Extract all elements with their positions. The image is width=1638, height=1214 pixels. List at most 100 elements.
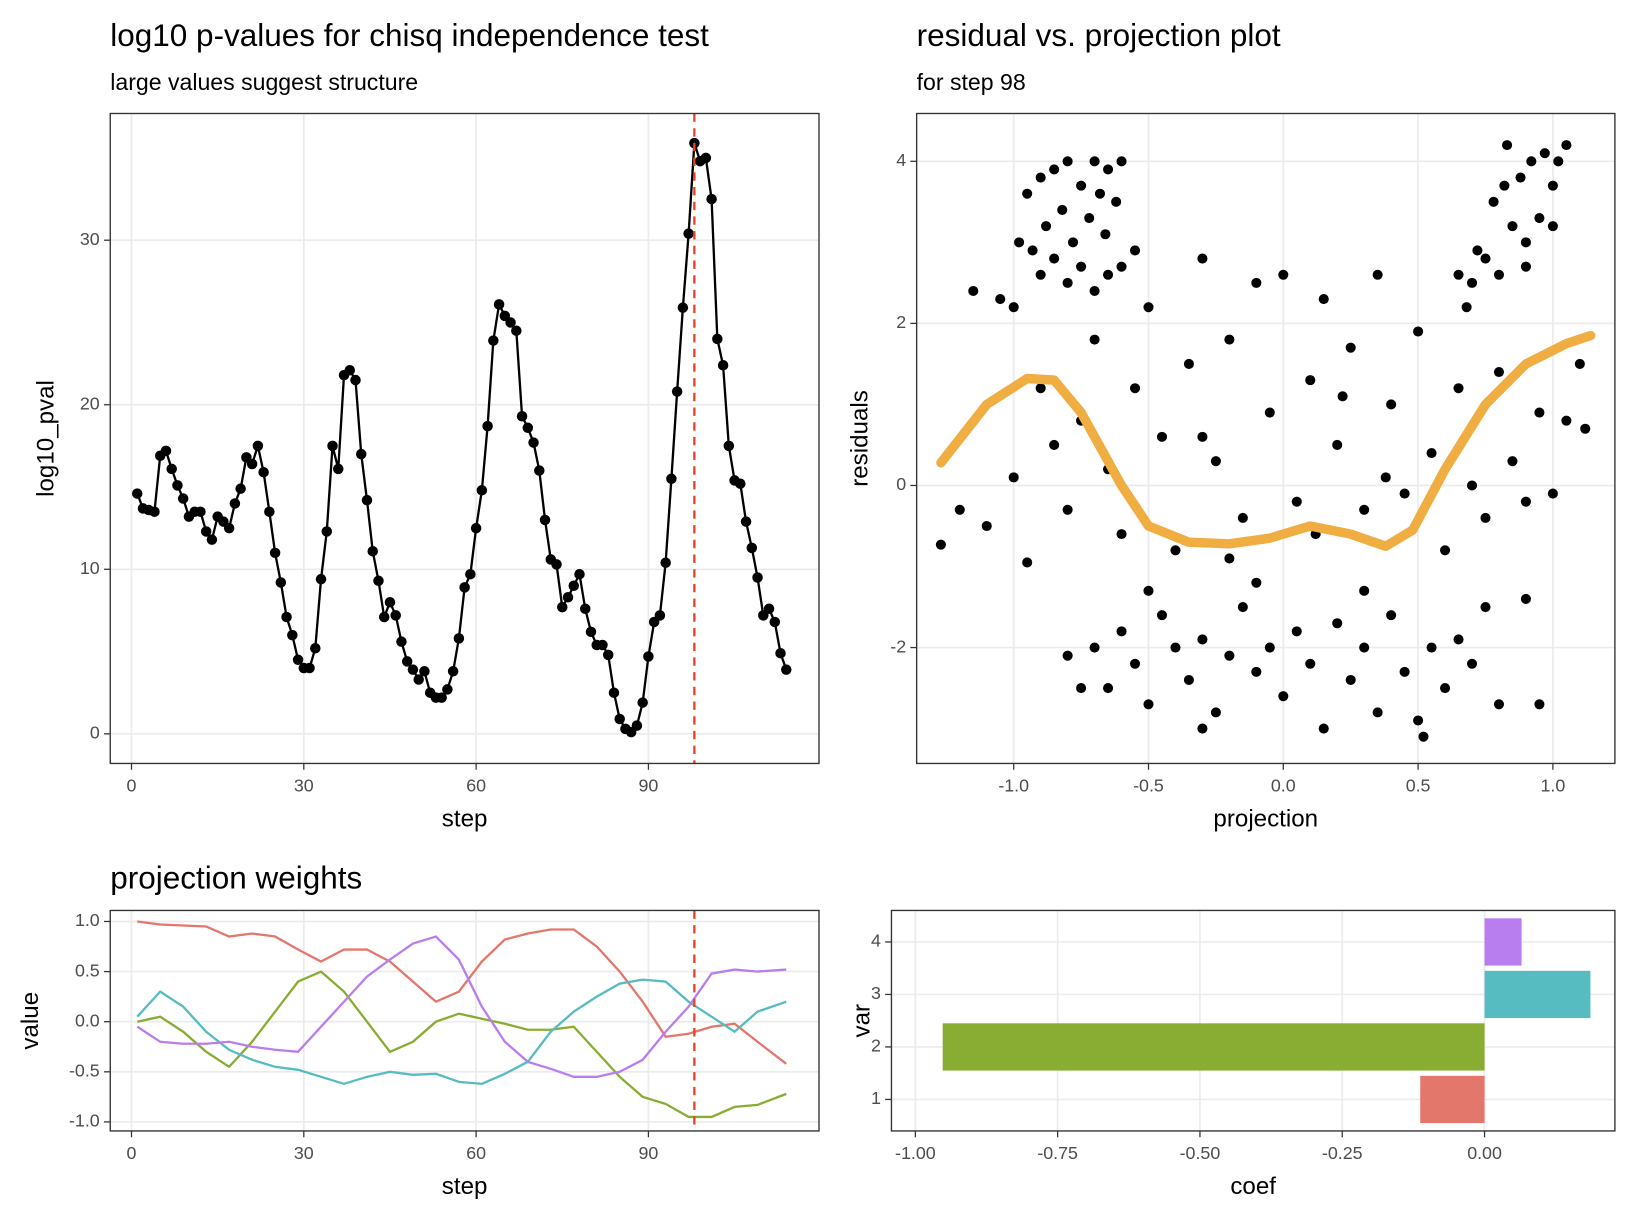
point	[447, 666, 459, 677]
point	[229, 498, 241, 509]
point	[172, 480, 183, 491]
point	[1380, 472, 1391, 483]
point	[1426, 448, 1437, 459]
point	[195, 506, 206, 517]
point	[671, 386, 683, 397]
y-tick-label: 0	[896, 474, 906, 494]
point	[1057, 204, 1068, 215]
y-tick-label: -1.0	[69, 1111, 100, 1131]
point	[995, 294, 1006, 305]
point	[1251, 277, 1262, 288]
point	[1493, 366, 1505, 378]
chart-title: projection weights	[110, 859, 362, 895]
point	[223, 522, 235, 534]
point	[1143, 699, 1154, 710]
x-tick-label: 0.00	[1467, 1143, 1502, 1163]
point	[390, 610, 401, 621]
point	[706, 193, 717, 205]
chart-subtitle: large values suggest structure	[110, 69, 418, 95]
point	[1426, 642, 1437, 653]
y-axis-title: var	[848, 1004, 875, 1038]
point	[1480, 512, 1491, 523]
point	[1553, 156, 1564, 167]
bar	[1484, 970, 1591, 1019]
point	[315, 573, 327, 585]
point	[1049, 253, 1060, 264]
point	[1089, 285, 1100, 297]
point	[1520, 593, 1531, 604]
point	[1413, 326, 1424, 337]
point	[539, 514, 551, 526]
point	[1129, 658, 1141, 669]
bar	[1484, 918, 1522, 966]
point	[453, 633, 465, 644]
point	[597, 639, 608, 651]
bar	[942, 1023, 1485, 1071]
point	[1278, 691, 1289, 702]
point	[1372, 707, 1383, 718]
point	[166, 463, 177, 475]
point	[327, 440, 338, 452]
point	[1183, 674, 1194, 686]
point	[516, 411, 528, 422]
point	[1345, 342, 1356, 353]
point	[631, 720, 643, 731]
plot-area	[916, 113, 1615, 764]
x-tick-label: -1.0	[998, 775, 1029, 795]
point	[602, 649, 614, 661]
point	[1022, 557, 1033, 568]
point	[735, 478, 746, 489]
point	[131, 488, 143, 499]
point	[1210, 456, 1221, 467]
point	[246, 458, 258, 470]
point	[1035, 172, 1046, 183]
point	[269, 547, 281, 559]
point	[396, 636, 407, 647]
point	[1461, 302, 1472, 313]
line	[136, 935, 787, 1078]
point	[1197, 431, 1208, 442]
y-axis-title: residuals	[846, 390, 873, 487]
point	[1547, 221, 1558, 232]
point	[160, 445, 172, 457]
point	[1337, 391, 1348, 402]
point	[1094, 188, 1106, 199]
point	[373, 575, 384, 587]
point	[700, 152, 712, 164]
point	[769, 616, 781, 628]
point	[476, 485, 488, 496]
y-tick-label: 0.0	[75, 1010, 100, 1030]
point	[614, 713, 625, 725]
plot-border	[915, 112, 1616, 765]
point	[1534, 699, 1545, 710]
y-axis-title: log10_pval	[33, 380, 60, 497]
point	[1466, 658, 1478, 669]
x-tick-label: 1.0	[1540, 775, 1565, 795]
point	[200, 526, 212, 537]
point	[384, 596, 396, 608]
y-axis-title: value	[17, 992, 44, 1050]
point	[981, 520, 992, 532]
point	[1035, 383, 1046, 394]
panel: -1.00 -0.75 -0.50 -0.25 0.00 1 2 3 4 coef var	[848, 909, 1616, 1200]
point	[1488, 196, 1499, 207]
x-tick-label: 30	[294, 775, 314, 795]
point	[177, 493, 189, 504]
point	[1480, 253, 1491, 264]
point	[252, 440, 264, 452]
point	[775, 647, 786, 659]
x-tick-label: 0	[127, 1143, 137, 1163]
point	[1116, 626, 1127, 637]
point	[1453, 383, 1464, 394]
point	[1502, 140, 1513, 151]
point	[1547, 488, 1558, 499]
point	[1156, 431, 1168, 442]
point	[1197, 253, 1208, 264]
point	[1413, 715, 1424, 726]
point	[1014, 237, 1025, 248]
bar	[1420, 1075, 1485, 1124]
point	[350, 374, 361, 386]
x-tick-label: 90	[638, 1143, 658, 1163]
point	[1224, 553, 1235, 564]
point	[746, 542, 758, 554]
